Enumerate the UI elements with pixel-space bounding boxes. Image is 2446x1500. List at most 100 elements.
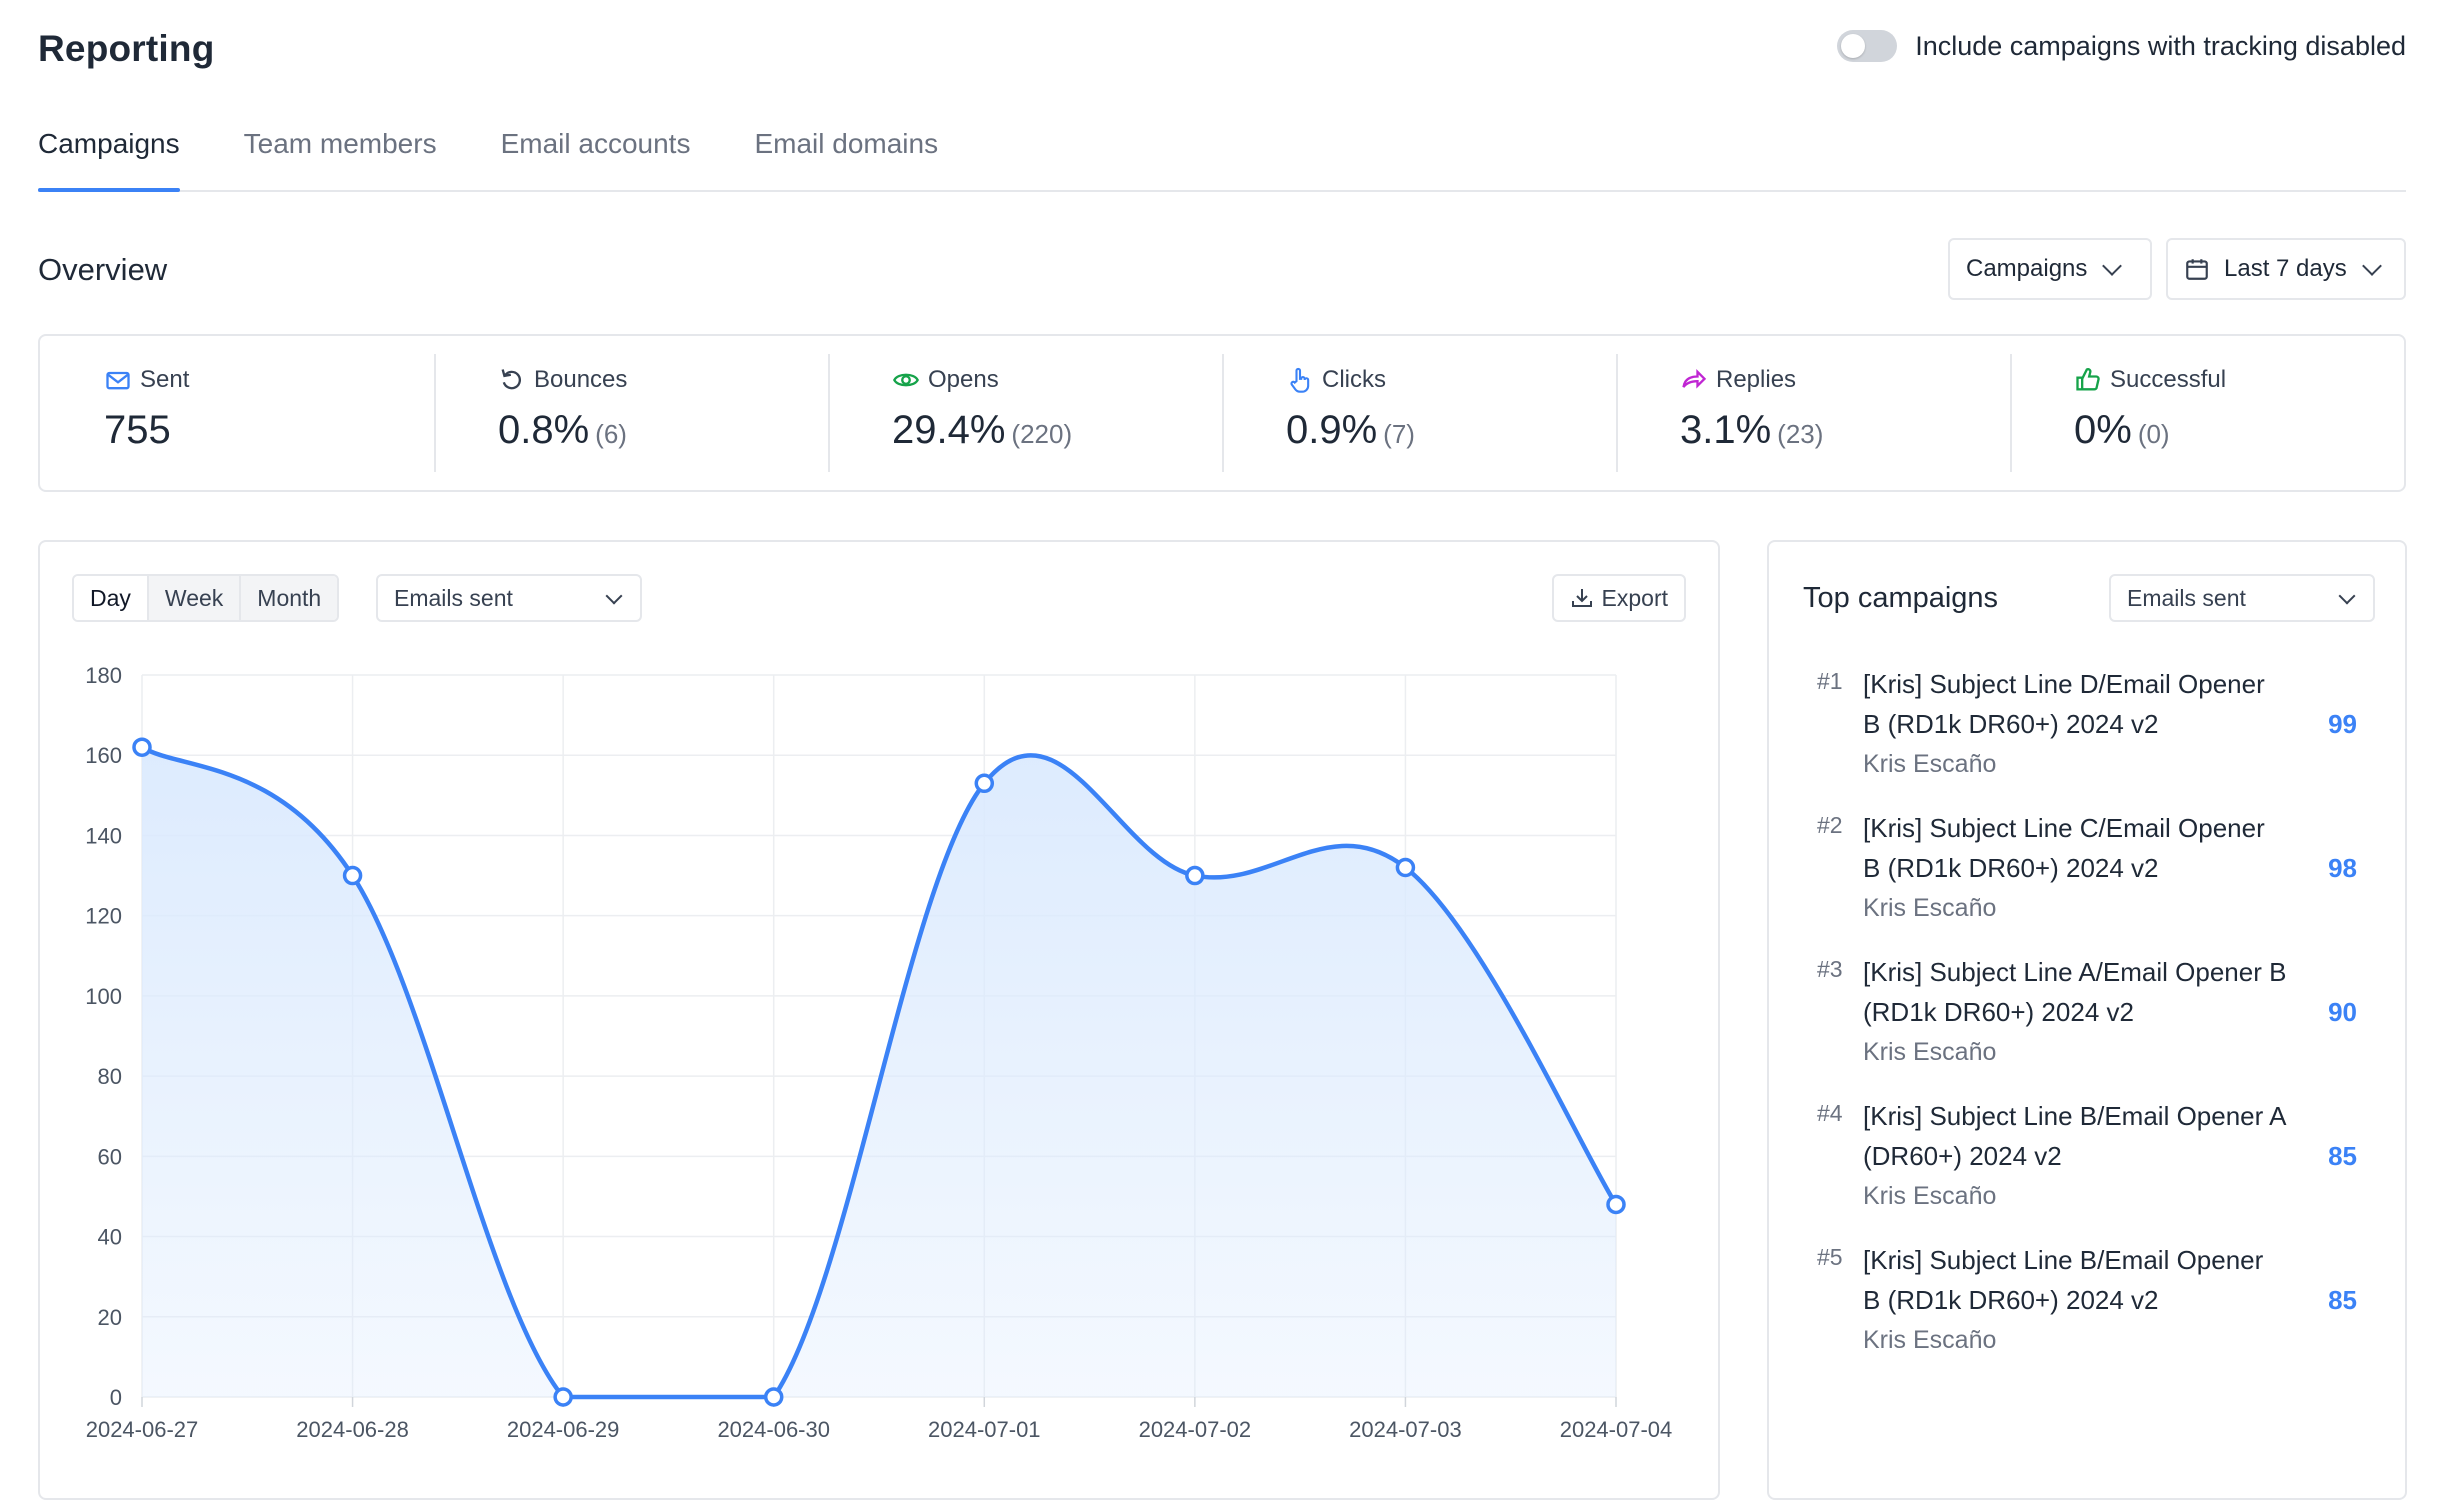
top-campaigns-metric-dropdown[interactable]: Emails sent (2109, 574, 2375, 622)
reply-arrow-icon (1682, 369, 1707, 389)
chevron-down-icon (2102, 256, 2123, 276)
y-tick-label: 120 (85, 904, 122, 929)
x-tick-label: 2024-07-01 (928, 1417, 1041, 1442)
campaign-count: 98 (2328, 853, 2357, 883)
campaign-name: [Kris] Subject Line C/Email Opener B (RD… (1863, 813, 2265, 883)
stat-count: (23) (1777, 419, 1824, 449)
stats-summary: Sent 755 Bounces 0.8% (6) Opens 29.4% (220… (38, 334, 2406, 492)
y-tick-label: 60 (98, 1144, 122, 1169)
stat-bounces: Bounces 0.8% (6) (434, 336, 828, 490)
list-item[interactable]: #5 [Kris] Subject Line B/Email Opener B … (1817, 1240, 2357, 1384)
data-point (1395, 857, 1416, 878)
tracking-disabled-toggle[interactable] (1837, 30, 1898, 62)
stat-label: Replies (1716, 366, 1797, 393)
page-title: Reporting (38, 28, 215, 69)
granularity-month[interactable]: Month (239, 576, 338, 620)
campaign-name: [Kris] Subject Line D/Email Opener B (RD… (1863, 669, 2265, 739)
stat-label: Successful (2110, 366, 2227, 393)
chart-metric-dropdown[interactable]: Emails sent (376, 574, 642, 622)
campaigns-filter-label: Campaigns (1966, 255, 2088, 282)
data-point (974, 773, 995, 794)
stat-label: Clicks (1322, 366, 1386, 393)
stat-value: 3.1% (1680, 408, 1772, 452)
undo-icon (501, 369, 521, 390)
stat-opens: Opens 29.4% (220) (828, 336, 1222, 490)
pointer-icon (1290, 367, 1310, 393)
campaign-name: [Kris] Subject Line A/Email Opener B (RD… (1863, 957, 2287, 1027)
granularity-toggle: Day Week Month (72, 574, 340, 622)
top-campaigns-list: #1 [Kris] Subject Line D/Email Opener B … (1817, 664, 2357, 1384)
campaign-owner: Kris Escaño (1863, 1038, 1997, 1066)
top-campaigns-metric-label: Emails sent (2127, 584, 2246, 611)
stat-successful: Successful 0% (0) (2010, 336, 2404, 490)
tracking-toggle-group: Include campaigns with tracking disabled (1837, 30, 2406, 62)
list-item[interactable]: #2 [Kris] Subject Line C/Email Opener B … (1817, 808, 2357, 952)
campaign-owner: Kris Escaño (1863, 750, 1997, 778)
top-campaigns-card: Top campaigns Emails sent #1 [Kris] Subj… (1767, 540, 2407, 1500)
data-point (553, 1387, 573, 1407)
tab-email-domains[interactable]: Email domains (754, 128, 939, 159)
campaign-rank: #4 (1817, 1100, 1843, 1126)
campaign-count: 85 (2328, 1141, 2357, 1171)
campaign-owner: Kris Escaño (1863, 1182, 1997, 1210)
emails-chart-card: Day Week Month Emails sent Export 0 20 40 6… (38, 540, 1720, 1500)
top-campaigns-title: Top campaigns (1803, 582, 1999, 614)
data-point (1606, 1194, 1626, 1215)
eye-icon (893, 373, 919, 387)
tracking-toggle-label: Include campaigns with tracking disabled (1915, 30, 2406, 61)
tab-campaigns[interactable]: Campaigns (38, 128, 180, 192)
chevron-down-icon (2361, 256, 2382, 276)
campaign-rank: #1 (1817, 668, 1843, 694)
list-item[interactable]: #1 [Kris] Subject Line D/Email Opener B … (1817, 664, 2357, 808)
campaign-rank: #3 (1817, 956, 1843, 982)
data-point (342, 865, 363, 886)
stat-count: (0) (2137, 419, 2170, 449)
series-area (142, 747, 1616, 1397)
x-tick-label: 2024-06-30 (717, 1417, 830, 1442)
data-point (763, 1387, 784, 1407)
stat-sent: Sent 755 (40, 336, 434, 490)
y-tick-label: 100 (85, 984, 122, 1009)
stat-value: 0% (2074, 408, 2132, 452)
data-point (132, 737, 152, 757)
y-tick-label: 0 (110, 1385, 122, 1410)
list-item[interactable]: #4 [Kris] Subject Line B/Email Opener A … (1817, 1096, 2357, 1240)
y-tick-label: 80 (98, 1064, 122, 1089)
stat-value: 755 (104, 408, 171, 452)
overview-title: Overview (38, 252, 168, 287)
export-label: Export (1601, 584, 1668, 611)
x-tick-label: 2024-06-29 (507, 1417, 620, 1442)
campaign-name: [Kris] Subject Line B/Email Opener B (RD… (1863, 1245, 2264, 1315)
export-button[interactable]: Export (1551, 574, 1686, 622)
x-tick-label: 2024-06-27 (86, 1417, 199, 1442)
stat-clicks: Clicks 0.9% (7) (1222, 336, 1616, 490)
y-tick-label: 160 (85, 743, 122, 768)
stat-label: Sent (140, 366, 190, 393)
campaign-count: 90 (2328, 997, 2357, 1027)
x-tick-label: 2024-06-28 (296, 1417, 409, 1442)
date-range-label: Last 7 days (2224, 255, 2347, 282)
download-icon (1571, 589, 1592, 607)
stat-replies: Replies 3.1% (23) (1616, 336, 2010, 490)
calendar-icon (2186, 259, 2208, 280)
campaigns-filter-dropdown[interactable]: Campaigns (1948, 238, 2152, 300)
x-tick-label: 2024-07-03 (1349, 1417, 1462, 1442)
date-range-dropdown[interactable]: Last 7 days (2166, 238, 2406, 300)
stat-value: 29.4% (892, 408, 1006, 452)
emails-sent-chart: 0 20 40 60 80 100 120 140 160 180 2024-06-27 2024-0… (85, 663, 1672, 1442)
campaign-owner: Kris Escaño (1863, 894, 1997, 922)
y-tick-label: 140 (85, 823, 122, 848)
tab-team-members[interactable]: Team members (243, 128, 437, 159)
granularity-week[interactable]: Week (146, 576, 240, 620)
y-tick-label: 180 (85, 663, 122, 688)
y-tick-label: 40 (98, 1225, 122, 1250)
tab-email-accounts[interactable]: Email accounts (500, 128, 691, 159)
reporting-tabs: Campaigns Team members Email accounts Em… (38, 128, 2406, 192)
stat-count: (6) (595, 419, 627, 449)
stat-label: Opens (928, 366, 999, 393)
data-point (1185, 865, 1205, 886)
campaign-count: 85 (2328, 1285, 2357, 1315)
stat-count: (220) (1011, 419, 1073, 449)
granularity-day[interactable]: Day (74, 576, 147, 620)
list-item[interactable]: #3 [Kris] Subject Line A/Email Opener B … (1817, 952, 2357, 1096)
